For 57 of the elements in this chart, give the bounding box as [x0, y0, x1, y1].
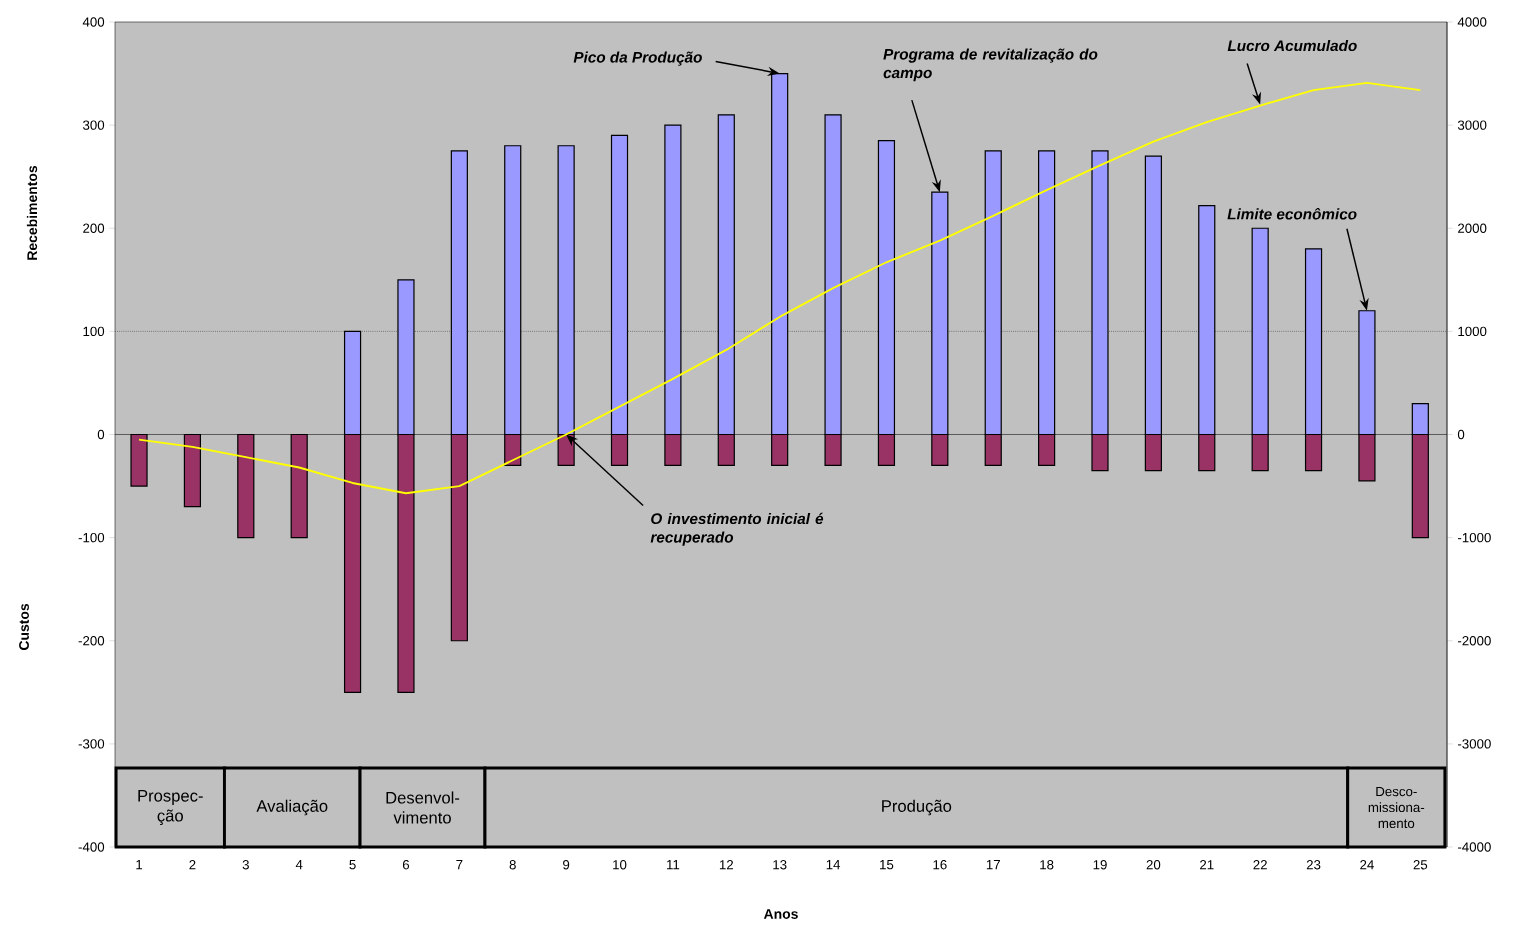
annotation: Pico da Produção — [573, 51, 702, 66]
y2-tick-label: -4000 — [1457, 842, 1491, 852]
x-tick-label: 17 — [986, 860, 1000, 870]
x-tick-label: 4 — [295, 860, 303, 870]
x-tick-label: 15 — [880, 860, 894, 870]
x-tick-label: 20 — [1146, 860, 1161, 870]
x-tick-label: 2 — [189, 860, 196, 870]
y-tick-label: 200 — [83, 223, 105, 233]
x-tick-label: 12 — [719, 860, 734, 870]
band-label: Desco-missiona-mento — [1368, 786, 1425, 829]
x-tick-label: 9 — [563, 860, 570, 870]
band-label: Desenvol-vimento — [386, 791, 460, 824]
band-label: Avaliação — [256, 799, 328, 816]
y2-tick-label: 4000 — [1457, 17, 1487, 27]
x-tick-label: 7 — [456, 860, 463, 870]
y-tick-label: 300 — [82, 120, 105, 130]
x-tick-label: 18 — [1040, 860, 1054, 870]
y-tick-label: 100 — [83, 326, 105, 337]
y-tick-label: -300 — [78, 739, 105, 749]
y2-tick-label: 0 — [1457, 429, 1465, 440]
y-tick-label: -400 — [78, 842, 105, 852]
x-tick-label: 14 — [826, 860, 841, 870]
x-tick-label: 8 — [509, 860, 516, 870]
y2-tick-label: -3000 — [1457, 739, 1491, 749]
x-tick-label: 6 — [402, 860, 410, 870]
x-tick-label: 5 — [349, 860, 356, 870]
x-axis-title: Anos — [763, 909, 798, 919]
x-tick-label: 22 — [1253, 860, 1267, 870]
y-tick-label: 0 — [97, 429, 105, 440]
band-label: Prospec-ção — [138, 790, 203, 825]
y2-tick-label: 2000 — [1458, 223, 1487, 233]
x-tick-label: 24 — [1360, 860, 1374, 870]
x-tick-label: 13 — [773, 860, 787, 870]
x-tick-label: 21 — [1200, 860, 1214, 870]
y2-tick-label: -1000 — [1457, 532, 1491, 543]
y2-tick-label: 3000 — [1457, 120, 1487, 130]
annotation: Lucro Acumulado — [1227, 39, 1357, 52]
annotation: Programa de revitalização do campo — [883, 48, 1098, 82]
line-series — [138, 81, 1422, 495]
band-label: Produção — [882, 799, 952, 816]
annotation: O investimento inicial é recuperado — [650, 512, 824, 546]
y-axis-title: Recebimentos — [26, 165, 38, 260]
y-tick-label: -200 — [78, 636, 105, 646]
x-tick-label: 19 — [1093, 860, 1107, 870]
y2-tick-label: 1000 — [1458, 326, 1487, 337]
x-tick-label: 25 — [1413, 860, 1428, 870]
x-tick-label: 11 — [667, 860, 680, 870]
x-tick-label: 10 — [613, 860, 627, 870]
x-tick-label: 23 — [1306, 860, 1321, 870]
y-tick-label: -100 — [78, 532, 105, 543]
y-tick-label: 400 — [82, 17, 105, 27]
x-tick-label: 1 — [136, 860, 143, 870]
x-tick-label: 3 — [242, 860, 249, 870]
annotation: Limite econômico — [1227, 207, 1357, 220]
x-tick-label: 16 — [933, 860, 947, 870]
text: Custos — [19, 603, 29, 651]
y2-tick-label: -2000 — [1457, 636, 1491, 646]
